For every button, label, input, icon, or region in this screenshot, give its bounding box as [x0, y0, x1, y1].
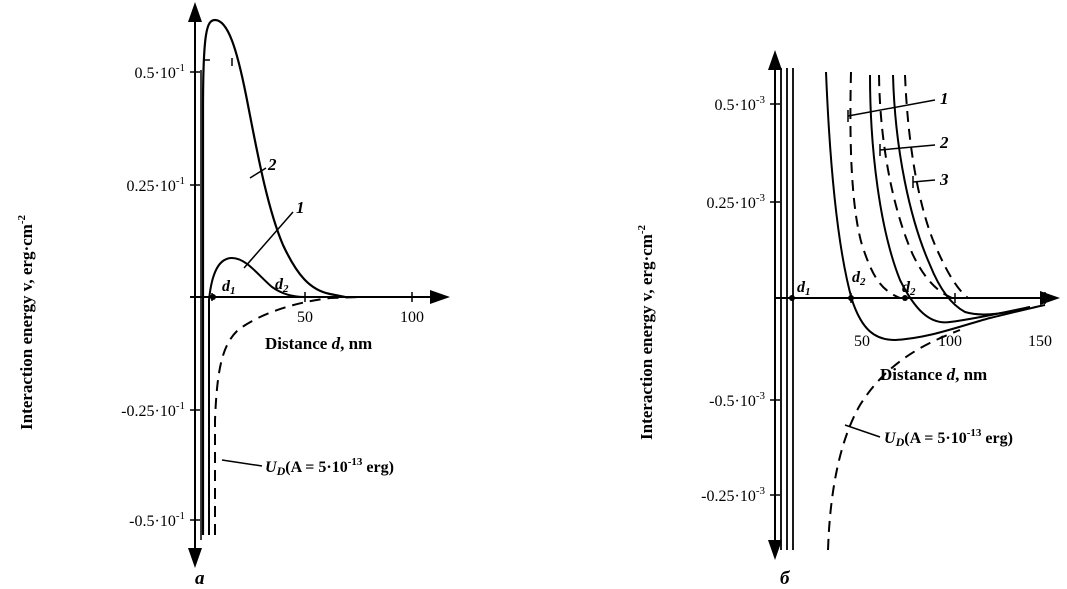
panel-b-d2-label: d2	[852, 269, 866, 288]
panel-b-y-tick-label: -0.25·10-3	[701, 485, 765, 505]
panel-a-series-ud	[214, 296, 361, 535]
panel-b-x-label: Distance d, nm	[880, 365, 987, 384]
panel-b-series-2-dashed	[878, 74, 953, 299]
panel-b-x-tick-label: 100	[938, 333, 962, 350]
panel-b-curve-label-1: 1	[940, 89, 949, 108]
panel-b-label: б	[780, 568, 791, 589]
panel-a-y-tick-label: -0.5·10-1	[129, 510, 185, 530]
panel-b-annotation: UD(A = 5·10-13 erg)	[884, 427, 1013, 449]
panel-b-x-arrow	[1040, 291, 1060, 305]
panel-a-series-1	[208, 256, 306, 535]
panel-b-d2-label-2: d2	[902, 279, 916, 298]
panel-b-leader-1	[847, 99, 936, 117]
panel-b-leader-2	[879, 144, 936, 151]
panel-b-y-label: Interaction energy v, erg·cm-2	[636, 225, 656, 440]
panel-a-y-arrow-top	[188, 2, 202, 22]
panel-a-curve-label-1: 1	[296, 198, 305, 217]
panel-a: 0.5·10-1 0.25·10-1 -0.25·10-1 -0.5·10-1 …	[16, 2, 450, 589]
panel-a-y-arrow-bottom	[188, 548, 202, 568]
panel-a-y-tick-label: -0.25·10-1	[121, 400, 185, 420]
panel-b-series-2	[869, 74, 1031, 324]
panel-b-leader-3	[912, 179, 936, 183]
panel-a-leader-2	[249, 167, 267, 179]
panel-b-d1-dot	[789, 295, 795, 301]
panel-b-series-1	[825, 71, 1046, 342]
panel-a-d1-dot	[210, 294, 216, 300]
panel-b-curve-label-3: 3	[939, 170, 949, 189]
panel-a-series-2	[201, 18, 346, 535]
panel-b: 0.5·10-3 0.25·10-3 -0.5·10-3 -0.25·10-3 …	[636, 50, 1060, 589]
panel-b-y-arrow-top	[768, 50, 782, 70]
panel-a-annotation-leader	[221, 459, 263, 467]
panel-b-y-tick-label: 0.25·10-3	[707, 192, 766, 212]
panel-a-curve-label-2: 2	[267, 155, 277, 174]
panel-b-x-tick-label: 150	[1028, 333, 1052, 350]
panel-b-y-arrow-bottom	[768, 540, 782, 560]
panel-b-x-tick-label: 50	[854, 333, 870, 350]
panel-b-d2-dot-2	[902, 295, 908, 301]
panel-a-leader-1	[243, 211, 294, 269]
panel-b-d2-dot	[848, 295, 854, 301]
panel-b-series-3	[892, 74, 1031, 316]
panel-b-curve-label-2: 2	[939, 133, 949, 152]
panel-a-x-tick-label: 100	[400, 309, 424, 326]
panel-a-d2-label: d2	[275, 276, 289, 295]
panel-a-d1-label: d1	[222, 278, 236, 297]
panel-b-series-3-dashed	[904, 74, 969, 299]
panel-b-y-tick-label: -0.5·10-3	[709, 390, 765, 410]
panel-b-y-tick-label: 0.5·10-3	[715, 94, 766, 114]
panel-a-y-label: Interaction energy v, erg·cm-2	[16, 215, 36, 430]
panel-b-d1-label: d1	[797, 279, 811, 298]
panel-a-y-tick-label: 0.25·10-1	[127, 175, 186, 195]
panel-a-x-label: Distance d, nm	[265, 334, 372, 353]
panel-a-label: a	[195, 568, 205, 589]
panel-a-x-arrow	[430, 290, 450, 304]
panel-b-series-1-dashed	[849, 71, 901, 299]
panel-b-annotation-leader	[844, 424, 881, 438]
panel-a-x-tick-label: 50	[297, 309, 313, 326]
panel-a-annotation: UD(A = 5·10-13 erg)	[265, 456, 394, 478]
panel-b-series-ud	[827, 329, 961, 551]
panel-a-y-tick-label: 0.5·10-1	[135, 62, 186, 82]
